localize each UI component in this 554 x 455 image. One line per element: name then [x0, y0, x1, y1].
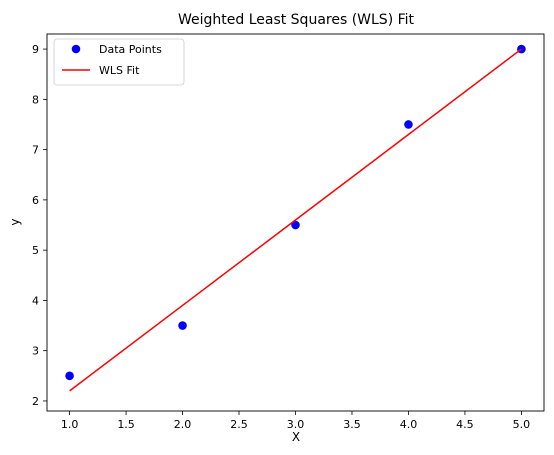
x-tick-label: 1.0 — [61, 418, 79, 431]
x-tick-label: 1.5 — [117, 418, 135, 431]
series-layer — [65, 44, 526, 392]
legend: Data Points WLS Fit — [53, 38, 185, 86]
legend-box — [53, 38, 185, 86]
legend-label: WLS Fit — [99, 64, 140, 77]
y-axis-ticks: 2 3 4 5 6 7 8 9 — [32, 43, 47, 408]
data-point — [404, 120, 413, 129]
x-axis-label: X — [292, 430, 300, 444]
y-tick-label: 2 — [32, 395, 39, 408]
chart-title: Weighted Least Squares (WLS) Fit — [178, 12, 415, 28]
axes-frame — [46, 33, 545, 412]
x-tick-label: 2.0 — [174, 418, 192, 431]
y-tick-label: 6 — [32, 194, 39, 207]
data-point — [178, 321, 187, 330]
y-axis-label: y — [8, 218, 22, 225]
y-tick-label: 8 — [32, 93, 39, 106]
legend-swatch-marker — [71, 44, 81, 54]
x-tick-label: 3.5 — [343, 418, 361, 431]
x-tick-label: 2.5 — [230, 418, 248, 431]
y-tick-label: 4 — [32, 294, 39, 307]
data-point — [65, 371, 74, 381]
y-tick-label: 9 — [32, 43, 39, 56]
x-tick-label: 4.0 — [400, 418, 418, 431]
x-axis-ticks: 1.0 1.5 2.0 2.5 3.0 3.5 4.0 4.5 5.0 — [61, 411, 530, 431]
y-tick-label: 7 — [32, 144, 39, 157]
legend-label: Data Points — [99, 43, 162, 56]
x-tick-label: 5.0 — [513, 418, 531, 431]
x-tick-label: 4.5 — [456, 418, 474, 431]
x-tick-label: 3.0 — [287, 418, 305, 431]
wls-fit-line — [69, 48, 522, 392]
y-tick-label: 5 — [32, 244, 39, 257]
y-tick-label: 3 — [32, 345, 39, 358]
data-point — [291, 220, 300, 230]
